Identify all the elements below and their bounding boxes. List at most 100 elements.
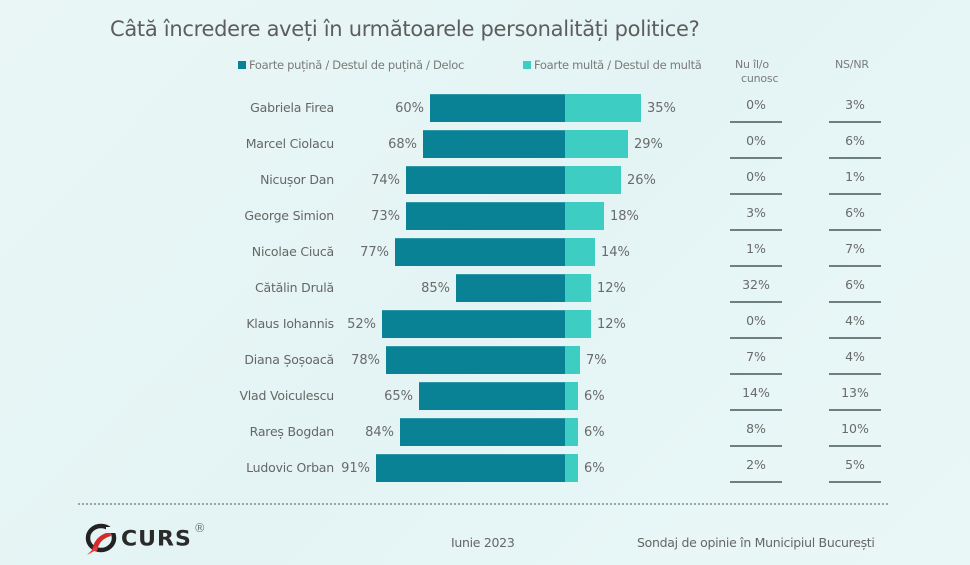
negative-bar — [400, 418, 565, 446]
unknown-value: 8% — [746, 421, 766, 436]
positive-value: 29% — [634, 137, 663, 152]
footer-divider — [78, 503, 888, 505]
chart-title: Câtă încredere aveți în următoarele pers… — [110, 17, 700, 41]
negative-value: 74% — [371, 173, 400, 188]
nsnr-value: 4% — [845, 349, 865, 364]
negative-value: 77% — [360, 245, 389, 260]
unknown-underline — [730, 337, 782, 339]
legend-swatch-dark-icon — [238, 61, 246, 69]
negative-value: 84% — [365, 425, 394, 440]
unknown-value: 0% — [746, 313, 766, 328]
registered-mark: ® — [193, 521, 206, 535]
unknown-underline — [730, 121, 782, 123]
positive-value: 35% — [647, 101, 676, 116]
negative-value: 85% — [421, 281, 450, 296]
nsnr-value: 3% — [845, 97, 865, 112]
legend-swatch-light-icon — [523, 61, 531, 69]
positive-bar — [565, 454, 578, 482]
chart-row: Cătălin Drulă 85% 12% 32% 6% — [0, 274, 970, 310]
nsnr-underline — [829, 157, 881, 159]
unknown-underline — [730, 265, 782, 267]
row-name: Nicușor Dan — [260, 172, 334, 187]
row-name: Ludovic Orban — [246, 460, 334, 475]
positive-bar — [565, 130, 628, 158]
nsnr-underline — [829, 445, 881, 447]
positive-value: 6% — [584, 425, 605, 440]
chart-row: Vlad Voiculescu 65% 6% 14% 13% — [0, 382, 970, 418]
positive-bar — [565, 238, 595, 266]
nsnr-value: 6% — [845, 205, 865, 220]
negative-bar — [430, 94, 565, 122]
nsnr-value: 10% — [841, 421, 869, 436]
unknown-underline — [730, 193, 782, 195]
footer-source: Sondaj de opinie în Municipiul București — [637, 535, 875, 550]
nsnr-underline — [829, 193, 881, 195]
unknown-value: 3% — [746, 205, 766, 220]
negative-value: 91% — [341, 461, 370, 476]
unknown-underline — [730, 481, 782, 483]
curs-logo-icon — [85, 523, 117, 555]
positive-value: 6% — [584, 389, 605, 404]
positive-value: 12% — [597, 281, 626, 296]
negative-bar — [376, 454, 565, 482]
nsnr-underline — [829, 121, 881, 123]
unknown-value: 14% — [742, 385, 770, 400]
positive-bar — [565, 166, 621, 194]
positive-value: 7% — [586, 353, 607, 368]
negative-bar — [406, 202, 565, 230]
negative-value: 78% — [351, 353, 380, 368]
unknown-value: 32% — [742, 277, 770, 292]
unknown-underline — [730, 229, 782, 231]
chart-row: Nicolae Ciucă 77% 14% 1% 7% — [0, 238, 970, 274]
row-name: Diana Șoșoacă — [244, 352, 334, 367]
unknown-value: 2% — [746, 457, 766, 472]
negative-value: 60% — [395, 101, 424, 116]
column-header-nsnr: NS/NR — [835, 58, 869, 71]
nsnr-value: 13% — [841, 385, 869, 400]
positive-bar — [565, 202, 604, 230]
positive-bar — [565, 418, 578, 446]
unknown-value: 0% — [746, 169, 766, 184]
nsnr-value: 1% — [845, 169, 865, 184]
nsnr-underline — [829, 373, 881, 375]
positive-bar — [565, 310, 591, 338]
chart-row: Rareș Bogdan 84% 6% 8% 10% — [0, 418, 970, 454]
row-name: Klaus Iohannis — [246, 316, 334, 331]
nsnr-underline — [829, 229, 881, 231]
row-name: Gabriela Firea — [250, 100, 334, 115]
negative-bar — [382, 310, 565, 338]
unknown-value: 1% — [746, 241, 766, 256]
legend-positive: Foarte multă / Destul de multă — [523, 58, 702, 72]
positive-value: 12% — [597, 317, 626, 332]
unknown-value: 0% — [746, 97, 766, 112]
chart-row: Marcel Ciolacu 68% 29% 0% 6% — [0, 130, 970, 166]
row-name: Marcel Ciolacu — [245, 136, 334, 151]
unknown-underline — [730, 157, 782, 159]
positive-value: 6% — [584, 461, 605, 476]
nsnr-underline — [829, 409, 881, 411]
curs-logo: CURS ® — [84, 521, 206, 556]
unknown-underline — [730, 373, 782, 375]
chart-row: Ludovic Orban 91% 6% 2% 5% — [0, 454, 970, 490]
negative-bar — [423, 130, 565, 158]
positive-value: 18% — [610, 209, 639, 224]
negative-bar — [395, 238, 565, 266]
positive-bar — [565, 382, 578, 410]
nsnr-underline — [829, 337, 881, 339]
legend-positive-label: Foarte multă / Destul de multă — [534, 58, 702, 72]
chart-row: George Simion 73% 18% 3% 6% — [0, 202, 970, 238]
footer-date: Iunie 2023 — [451, 535, 515, 550]
unknown-underline — [730, 409, 782, 411]
positive-bar — [565, 94, 641, 122]
nsnr-underline — [829, 301, 881, 303]
row-name: Nicolae Ciucă — [251, 244, 334, 259]
positive-bar — [565, 274, 591, 302]
positive-value: 14% — [601, 245, 630, 260]
column-header-unknown-line1: Nu îl/o — [735, 58, 769, 71]
negative-bar — [456, 274, 565, 302]
curs-logo-text: CURS — [121, 527, 192, 551]
negative-value: 68% — [388, 137, 417, 152]
row-name: Cătălin Drulă — [254, 280, 334, 295]
chart-row: Klaus Iohannis 52% 12% 0% 4% — [0, 310, 970, 346]
negative-bar — [386, 346, 565, 374]
